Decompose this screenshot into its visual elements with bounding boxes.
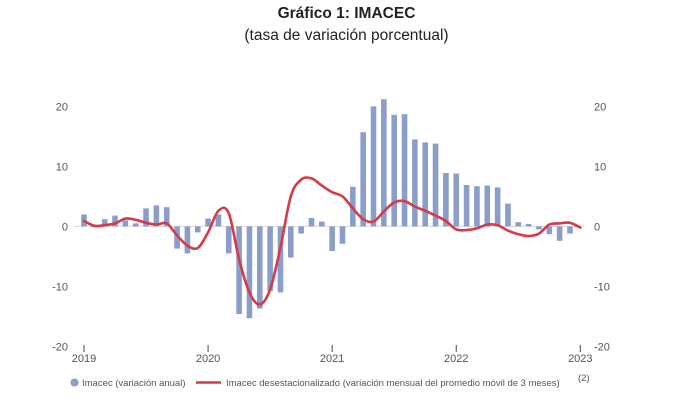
bar [277,226,284,293]
bar [163,207,170,227]
y-tick-label-left: -20 [52,341,68,353]
y-tick-label-left: 0 [62,221,68,233]
bar [453,173,460,227]
chart-title: Gráfico 1: IMACEC [277,5,416,22]
bar [391,114,397,227]
bar [525,224,532,227]
bar [339,226,346,244]
bar [205,218,211,227]
y-tick-label-right: 0 [594,221,600,233]
bar [505,203,511,227]
bar [370,106,377,227]
y-tick-label-right: -20 [594,341,610,353]
bar [381,99,387,227]
bar [112,215,118,227]
bar [132,223,139,227]
bar [215,214,222,227]
bar [567,226,573,234]
bar [236,226,242,314]
y-tick-label-left: -10 [52,281,68,293]
bar [143,208,149,227]
x-tick-label: 2019 [72,353,96,365]
bar [225,226,232,254]
y-tick-label-left: 10 [56,161,68,173]
bar [329,226,335,251]
legend-marker-imacec-anual [70,378,79,387]
bar [319,221,325,227]
bar [515,222,522,227]
x-tick-label: 2020 [196,353,220,365]
legend-label-imacec-anual: Imacec (variación anual) [82,378,186,389]
bar [474,186,480,227]
y-tick-label-left: 20 [56,101,68,113]
bar [556,226,563,241]
legend-label-desestacionalizado: Imacec desestacionalizado (variación men… [226,378,560,389]
y-tick-label-right: 20 [594,101,606,113]
bar [256,226,263,309]
bar [288,226,294,258]
line-series-desestacionalizado [82,176,582,306]
x-tick-label: 2021 [320,353,344,365]
bar [308,218,315,227]
bar [298,226,304,234]
bar [463,185,470,227]
bar [153,205,160,227]
bar [494,187,501,227]
y-tick-label-right: -10 [594,281,610,293]
bar [484,185,491,227]
y-tick-label-right: 10 [594,161,606,173]
bar [536,226,542,230]
x-tick-label: 2022 [444,353,468,365]
legend-superscript: (2) [578,373,590,384]
bar [101,219,108,227]
bar [412,139,418,227]
chart-subtitle: (tasa de variación porcentual) [244,27,449,44]
bar [174,226,180,249]
bar [401,114,408,227]
bar [360,132,366,227]
bar [122,220,129,227]
bar [184,226,191,254]
bar [267,226,273,292]
bar [443,173,449,227]
bar [422,142,429,227]
bar [546,226,553,235]
bar [246,226,253,319]
x-tick-label: 2023 [568,353,592,365]
bar [432,143,439,227]
bar [194,226,201,233]
